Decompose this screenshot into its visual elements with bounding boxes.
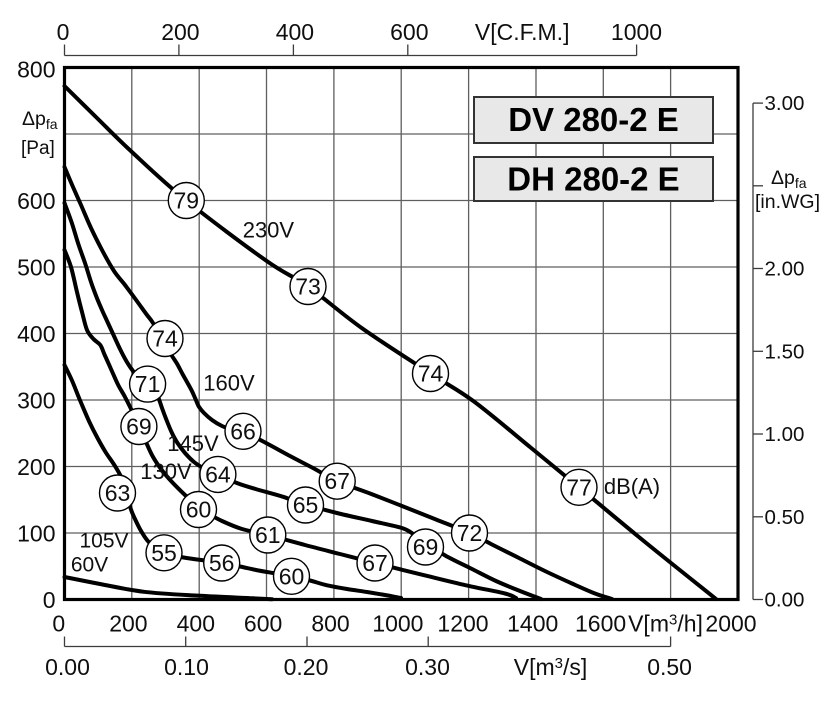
svg-text:73: 73 — [295, 274, 321, 300]
svg-text:1000: 1000 — [611, 19, 662, 45]
svg-text:63: 63 — [105, 480, 131, 506]
svg-text:61: 61 — [255, 522, 281, 548]
svg-text:160V: 160V — [203, 371, 255, 396]
svg-text:65: 65 — [293, 492, 319, 518]
svg-text:60: 60 — [186, 497, 212, 523]
svg-text:72: 72 — [457, 520, 483, 546]
svg-text:69: 69 — [413, 534, 439, 560]
svg-text:74: 74 — [152, 326, 178, 352]
svg-text:105V: 105V — [79, 530, 128, 553]
svg-text:0.10: 0.10 — [164, 654, 209, 680]
svg-text:0.50: 0.50 — [765, 506, 805, 529]
svg-text:67: 67 — [362, 550, 388, 576]
svg-text:Δpfa: Δpfa — [771, 167, 807, 191]
svg-text:77: 77 — [566, 474, 592, 500]
svg-text:130V: 130V — [140, 459, 192, 484]
svg-text:1.50: 1.50 — [765, 340, 805, 363]
svg-text:1400: 1400 — [507, 611, 558, 637]
svg-text:56: 56 — [209, 550, 235, 576]
svg-text:800: 800 — [17, 57, 55, 83]
svg-text:1200: 1200 — [437, 611, 488, 637]
svg-text:69: 69 — [126, 414, 152, 440]
svg-text:0.50: 0.50 — [647, 654, 692, 680]
svg-text:1.00: 1.00 — [765, 423, 805, 446]
svg-text:145V: 145V — [167, 431, 219, 456]
svg-text:0.20: 0.20 — [284, 654, 329, 680]
svg-text:[Pa]: [Pa] — [21, 138, 55, 159]
svg-text:230V: 230V — [243, 218, 295, 243]
svg-text:V[C.F.M.]: V[C.F.M.] — [475, 19, 570, 45]
svg-text:[in.WG]: [in.WG] — [755, 191, 820, 213]
svg-text:200: 200 — [109, 611, 147, 637]
svg-text:0: 0 — [52, 611, 65, 637]
svg-text:400: 400 — [276, 19, 314, 45]
svg-text:200: 200 — [17, 454, 55, 480]
svg-text:DH 280-2 E: DH 280-2 E — [507, 161, 679, 198]
svg-text:1600: 1600 — [575, 611, 626, 637]
svg-text:200: 200 — [161, 19, 199, 45]
svg-text:600: 600 — [17, 188, 55, 214]
svg-text:2.00: 2.00 — [765, 258, 805, 281]
svg-text:2000: 2000 — [705, 611, 756, 637]
svg-text:79: 79 — [174, 188, 200, 214]
svg-text:0: 0 — [43, 587, 56, 613]
svg-text:300: 300 — [17, 388, 55, 414]
svg-text:0: 0 — [57, 19, 70, 45]
svg-text:V[m3/h]: V[m3/h] — [628, 611, 703, 637]
svg-text:66: 66 — [230, 418, 256, 444]
svg-text:74: 74 — [418, 361, 444, 387]
svg-text:0.30: 0.30 — [405, 654, 450, 680]
svg-text:V[m3/s]: V[m3/s] — [514, 654, 588, 680]
svg-text:0.00: 0.00 — [765, 589, 805, 612]
svg-text:400: 400 — [17, 321, 55, 347]
svg-text:600: 600 — [244, 611, 282, 637]
svg-text:60: 60 — [279, 563, 305, 589]
svg-text:64: 64 — [205, 461, 231, 487]
svg-text:71: 71 — [135, 371, 161, 397]
svg-text:500: 500 — [17, 255, 55, 281]
svg-text:0.00: 0.00 — [45, 654, 90, 680]
svg-text:400: 400 — [177, 611, 215, 637]
svg-text:1000: 1000 — [372, 611, 423, 637]
svg-text:800: 800 — [311, 611, 349, 637]
svg-text:DV 280-2 E: DV 280-2 E — [508, 101, 679, 138]
svg-text:3.00: 3.00 — [765, 92, 805, 115]
svg-text:67: 67 — [324, 468, 350, 494]
svg-text:100: 100 — [17, 521, 55, 547]
svg-text:dB(A): dB(A) — [604, 474, 660, 499]
svg-text:55: 55 — [151, 540, 177, 566]
svg-text:600: 600 — [390, 19, 428, 45]
svg-text:60V: 60V — [71, 554, 108, 577]
